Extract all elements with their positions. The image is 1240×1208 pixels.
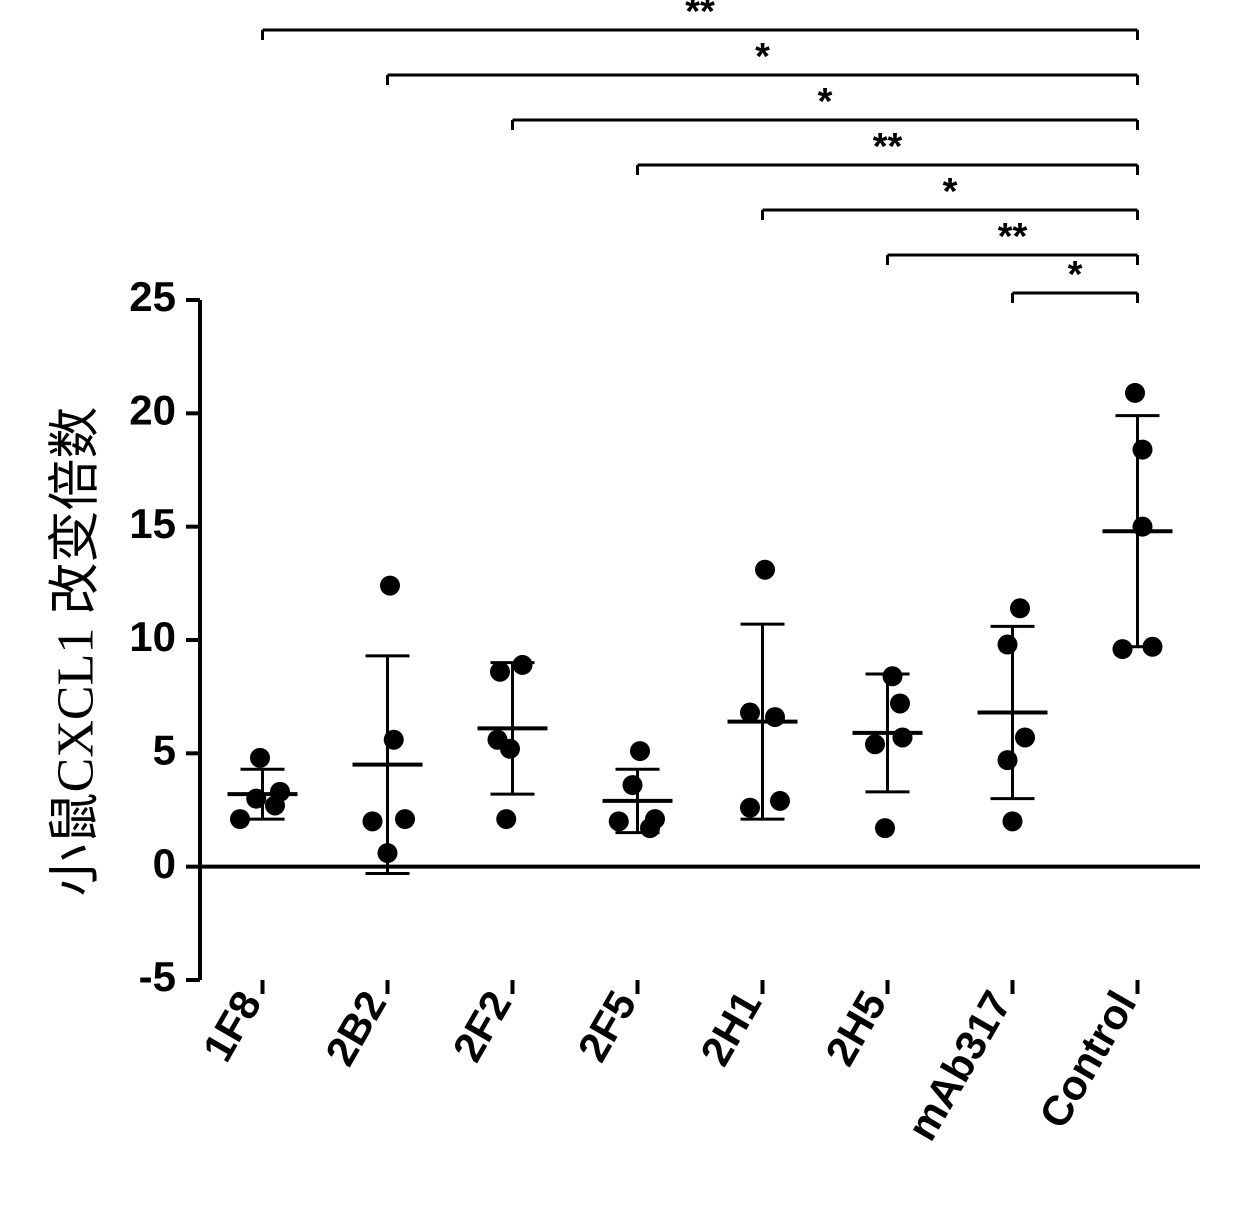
data-point bbox=[363, 811, 383, 831]
data-point bbox=[1133, 440, 1153, 460]
data-point bbox=[893, 727, 913, 747]
x-tick-label: mAb317 bbox=[898, 983, 1020, 1148]
data-point bbox=[1003, 811, 1023, 831]
data-point bbox=[755, 560, 775, 580]
y-tick-label: 25 bbox=[129, 273, 176, 320]
y-tick-label: 5 bbox=[153, 726, 176, 773]
data-point bbox=[770, 791, 790, 811]
data-point bbox=[230, 809, 250, 829]
data-point bbox=[488, 730, 508, 750]
y-tick-label: 0 bbox=[153, 840, 176, 887]
data-point bbox=[384, 730, 404, 750]
data-point bbox=[645, 809, 665, 829]
data-point bbox=[740, 703, 760, 723]
significance-label: * bbox=[943, 171, 958, 213]
data-point bbox=[875, 818, 895, 838]
data-point bbox=[395, 809, 415, 829]
data-point bbox=[998, 750, 1018, 770]
y-tick-label: -5 bbox=[139, 953, 176, 1000]
data-point bbox=[1015, 727, 1035, 747]
data-point bbox=[630, 741, 650, 761]
data-point bbox=[380, 576, 400, 596]
data-point bbox=[623, 775, 643, 795]
significance-label: ** bbox=[998, 216, 1028, 258]
data-point bbox=[609, 811, 629, 831]
data-point bbox=[490, 662, 510, 682]
significance-label: * bbox=[818, 81, 833, 123]
data-point bbox=[513, 655, 533, 675]
y-tick-label: 10 bbox=[129, 613, 176, 660]
significance-label: ** bbox=[873, 126, 903, 168]
data-point bbox=[378, 843, 398, 863]
x-tick-label: 2B2 bbox=[316, 983, 395, 1073]
data-point bbox=[890, 693, 910, 713]
data-point bbox=[250, 748, 270, 768]
data-point bbox=[865, 734, 885, 754]
y-tick-label: 15 bbox=[129, 500, 176, 547]
scatter-chart: -5 0 5 10 15 20 25 1F8 2B2 2F2 2F5 2H1 2H5mAb317Cont… bbox=[0, 0, 1240, 1208]
data-point bbox=[998, 635, 1018, 655]
data-point bbox=[246, 789, 266, 809]
x-tick-label: 1F8 bbox=[193, 983, 270, 1069]
y-tick-label: 20 bbox=[129, 386, 176, 433]
data-point bbox=[270, 782, 290, 802]
x-tick-label: 2F5 bbox=[568, 983, 645, 1069]
data-point bbox=[883, 666, 903, 686]
data-point bbox=[496, 809, 516, 829]
x-tick-label: 2H5 bbox=[816, 983, 895, 1073]
data-point bbox=[1143, 637, 1163, 657]
data-point bbox=[1125, 383, 1145, 403]
data-point bbox=[765, 707, 785, 727]
significance-label: ** bbox=[685, 0, 715, 33]
significance-label: * bbox=[1068, 254, 1083, 296]
data-point bbox=[1010, 598, 1030, 618]
data-point bbox=[1133, 517, 1153, 537]
x-tick-label: 2H1 bbox=[691, 983, 770, 1073]
x-tick-label: Control bbox=[1030, 983, 1145, 1136]
x-tick-label: 2F2 bbox=[443, 983, 520, 1069]
significance-label: * bbox=[755, 36, 770, 78]
data-point bbox=[1113, 639, 1133, 659]
y-axis-label: 小鼠CXCL1 改变倍数 bbox=[33, 312, 108, 992]
data-point bbox=[740, 798, 760, 818]
